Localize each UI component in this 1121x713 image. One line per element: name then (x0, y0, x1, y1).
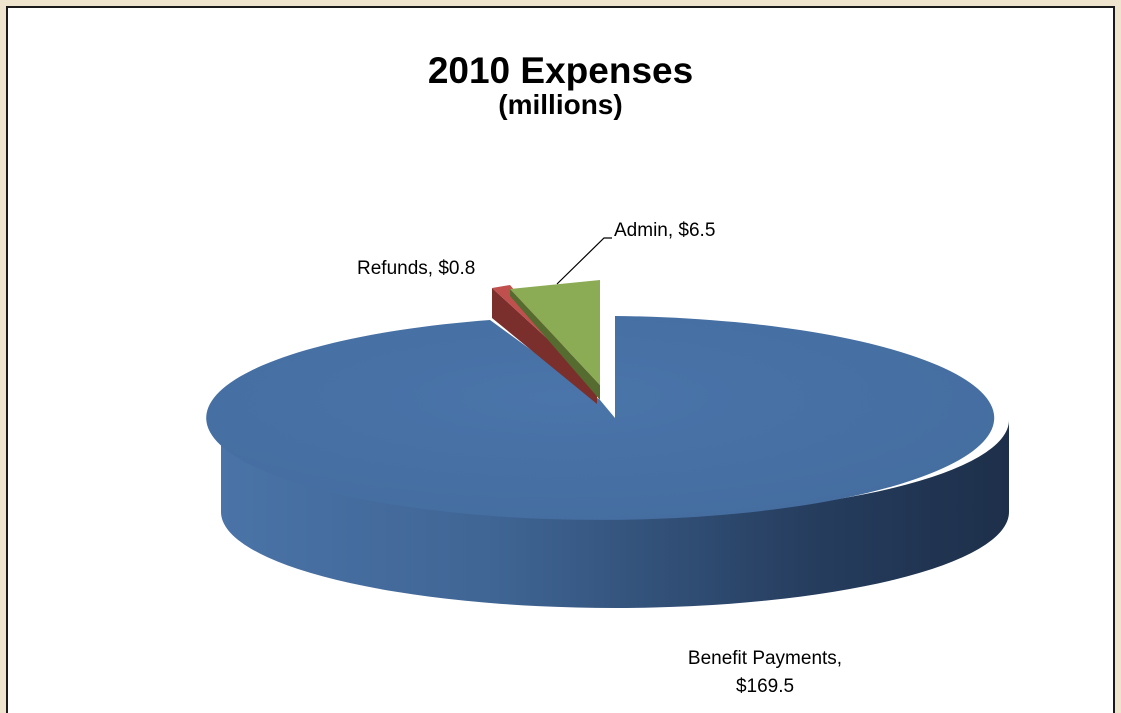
label-admin: Admin, $6.5 (614, 220, 715, 241)
slice-benefit-payments (206, 316, 995, 520)
label-benefit-payments: Benefit Payments, (688, 648, 842, 669)
chart-title: 2010 Expenses (427, 50, 694, 91)
label-refunds: Refunds, $0.8 (357, 258, 475, 279)
slice-benefit-payments-side (221, 420, 1009, 608)
label-benefit-payments-value: $169.5 (736, 676, 794, 697)
chart-subtitle: (millions) (498, 89, 623, 120)
slice-refunds-side (492, 288, 597, 404)
slice-admin (510, 280, 600, 385)
admin-leader-line (556, 237, 612, 285)
slice-admin-side (510, 289, 600, 400)
